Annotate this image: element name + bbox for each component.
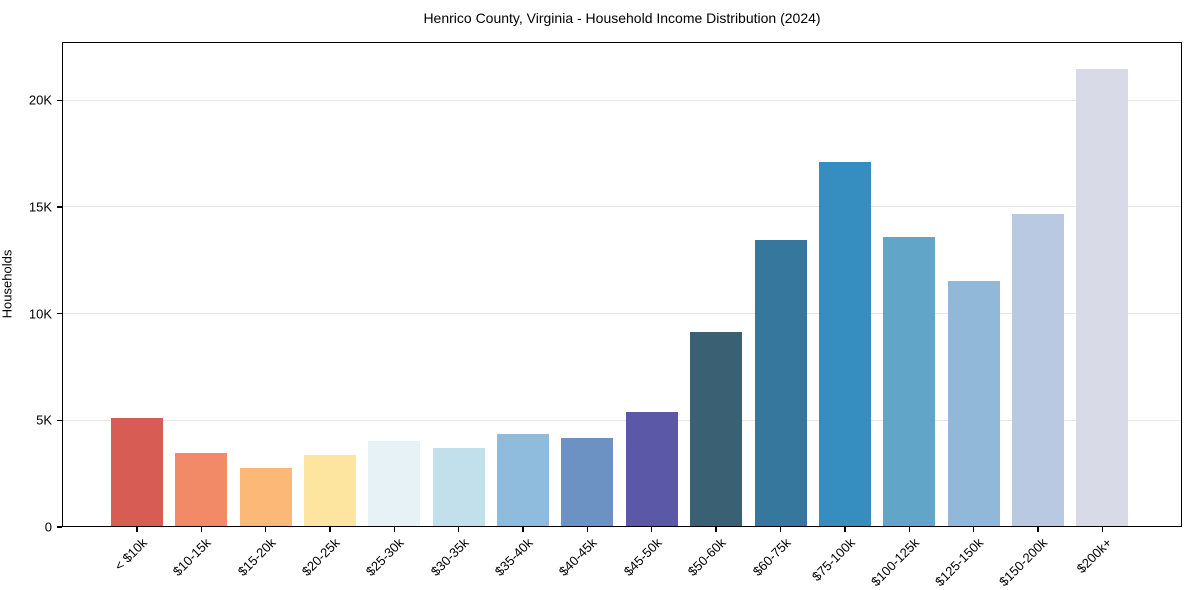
x-tick-label: $40-45k (556, 535, 601, 579)
gridline (62, 206, 1182, 208)
x-tick-label: $200k+ (1073, 535, 1115, 577)
x-tick-mark (393, 527, 396, 532)
bar-$15-20k (239, 468, 292, 527)
y-tick-mark (57, 419, 62, 421)
chart-title: Henrico County, Virginia - Household Inc… (423, 10, 821, 26)
x-tick-mark (522, 527, 524, 532)
bar-$150-200k (1011, 213, 1064, 527)
bar-$10-15k (175, 452, 228, 527)
x-tick-label: $10-15k (170, 535, 214, 579)
x-tick-label: $25-30k (363, 535, 408, 579)
y-tick-label: 0 (44, 519, 52, 535)
x-tick-mark (329, 527, 331, 532)
x-tick-mark (200, 527, 203, 532)
bar-$50-60k (690, 331, 743, 527)
x-tick-label: $75-100k (808, 535, 858, 584)
y-tick-label: 10K (28, 306, 52, 322)
x-tick-mark (972, 527, 975, 532)
bar-$25-30k (368, 441, 421, 527)
x-tick-mark (651, 527, 653, 532)
bar-$60-75k (754, 240, 807, 527)
bar-$45-50k (625, 412, 678, 527)
bar-$125-150k (947, 281, 1000, 527)
gridline (62, 313, 1182, 315)
y-tick-label: 20K (28, 92, 52, 108)
y-tick-label: 5K (36, 412, 52, 428)
x-tick-mark (779, 527, 782, 532)
y-tick-mark (57, 206, 62, 208)
bar-< $10k (111, 418, 163, 527)
bar-$100-125k (883, 237, 936, 527)
bar-$35-40k (497, 433, 550, 527)
x-tick-mark (265, 527, 267, 532)
y-tick-mark (57, 312, 62, 315)
x-tick-label: $35-40k (491, 535, 536, 579)
x-tick-mark (908, 527, 910, 532)
gridline (62, 99, 1182, 101)
x-tick-label: $30-35k (427, 535, 472, 579)
x-tick-mark (458, 527, 460, 532)
bar-$20-25k (304, 454, 357, 527)
plot-area (62, 42, 1182, 527)
bar-$40-45k (561, 438, 614, 527)
x-tick-mark (844, 527, 846, 532)
x-tick-label: $100-125k (867, 535, 922, 590)
y-tick-label: 15K (28, 199, 52, 215)
x-tick-mark (1037, 527, 1039, 532)
x-tick-label: $45-50k (620, 535, 665, 579)
bar-$75-100k (818, 162, 871, 527)
x-tick-mark (715, 527, 717, 532)
x-tick-label: $150-200k (996, 535, 1051, 590)
x-tick-label: $15-20k (234, 535, 279, 579)
bar-$200k+ (1076, 68, 1129, 527)
x-tick-mark (136, 527, 138, 532)
x-tick-mark (586, 527, 589, 532)
x-tick-mark (1101, 527, 1103, 532)
y-tick-mark (57, 526, 62, 528)
x-tick-label: $60-75k (749, 535, 794, 579)
bar-$30-35k (432, 447, 485, 527)
gridline (62, 419, 1182, 421)
x-tick-label: $125-150k (932, 535, 987, 590)
x-tick-label: $50-60k (684, 535, 729, 579)
x-tick-label: $20-25k (298, 535, 343, 579)
y-tick-mark (57, 99, 62, 101)
x-tick-label: < $10k (111, 535, 150, 574)
